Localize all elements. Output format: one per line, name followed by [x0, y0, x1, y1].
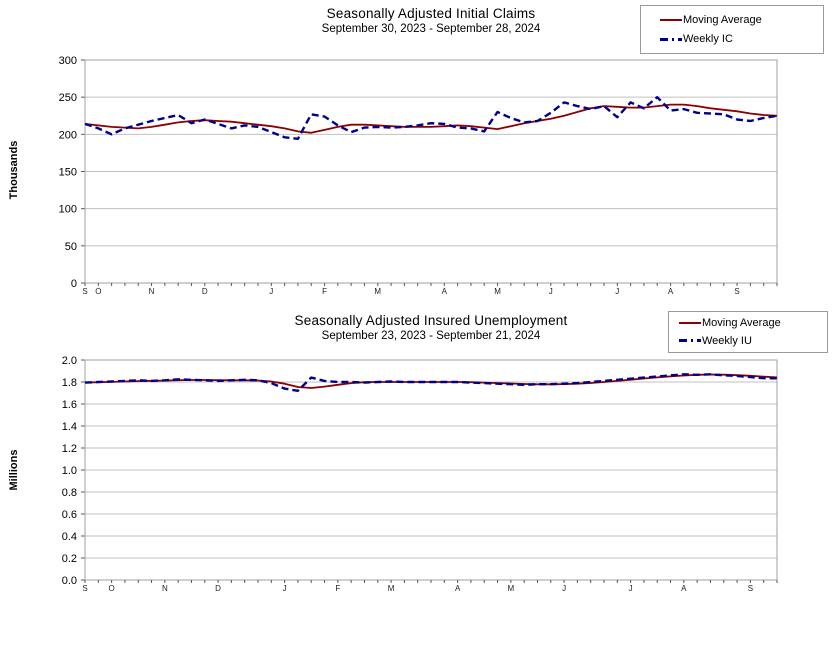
svg-text:M: M: [388, 584, 395, 593]
svg-text:O: O: [95, 287, 101, 296]
chart-subtitle: September 23, 2023 - September 21, 2024: [321, 330, 541, 342]
svg-text:J: J: [269, 287, 273, 296]
svg-text:J: J: [562, 584, 566, 593]
chart-title: Seasonally Adjusted Initial Claims: [326, 6, 536, 21]
svg-text:A: A: [681, 584, 687, 593]
svg-text:N: N: [149, 287, 155, 296]
svg-text:M: M: [508, 584, 515, 593]
legend: Moving Average Weekly IC: [640, 5, 824, 54]
svg-text:100: 100: [59, 204, 77, 216]
svg-text:M: M: [494, 287, 501, 296]
svg-text:0.0: 0.0: [62, 575, 77, 587]
svg-text:F: F: [335, 584, 340, 593]
svg-text:A: A: [668, 287, 674, 296]
svg-text:200: 200: [59, 129, 77, 141]
svg-text:0.8: 0.8: [62, 487, 77, 499]
svg-text:S: S: [82, 584, 87, 593]
svg-text:F: F: [322, 287, 327, 296]
svg-text:150: 150: [59, 167, 77, 179]
insured-unemployment-chart: Seasonally Adjusted Insured Unemployment…: [0, 310, 833, 649]
moving-average-line-swatch: [679, 322, 701, 325]
svg-text:1.0: 1.0: [62, 465, 77, 477]
legend-label: Moving Average: [683, 13, 762, 26]
legend-entry-moving-average: Moving Average: [660, 14, 823, 26]
svg-text:0.2: 0.2: [62, 553, 77, 565]
legend-label: Moving Average: [702, 317, 781, 330]
svg-text:D: D: [215, 584, 221, 593]
svg-text:0.6: 0.6: [62, 509, 77, 521]
svg-text:50: 50: [65, 241, 77, 253]
svg-text:250: 250: [59, 92, 77, 104]
svg-text:J: J: [283, 584, 287, 593]
initial-claims-chart: Seasonally Adjusted Initial Claims Septe…: [0, 0, 833, 310]
legend-entry-weekly-ic: Weekly IC: [660, 33, 823, 45]
svg-text:N: N: [162, 584, 168, 593]
svg-text:1.8: 1.8: [62, 377, 77, 389]
svg-text:300: 300: [59, 55, 77, 67]
svg-text:A: A: [455, 584, 461, 593]
svg-text:J: J: [615, 287, 619, 296]
svg-text:S: S: [734, 287, 739, 296]
svg-text:0: 0: [71, 278, 77, 290]
svg-text:J: J: [549, 287, 553, 296]
svg-text:1.2: 1.2: [62, 443, 77, 455]
svg-text:A: A: [442, 287, 448, 296]
legend: Moving Average Weekly IU: [668, 311, 828, 353]
svg-text:J: J: [629, 584, 633, 593]
weekly-iu-line-swatch: [679, 339, 701, 343]
svg-text:D: D: [202, 287, 208, 296]
svg-text:0.4: 0.4: [62, 531, 77, 543]
weekly-ic-line-swatch: [660, 37, 682, 41]
moving-average-line-swatch: [660, 18, 682, 21]
legend-label: Weekly IU: [702, 334, 752, 347]
svg-text:1.4: 1.4: [62, 421, 77, 433]
legend-entry-moving-average: Moving Average: [679, 317, 827, 329]
svg-text:M: M: [374, 287, 381, 296]
svg-text:O: O: [108, 584, 114, 593]
chart-subtitle: September 30, 2023 - September 28, 2024: [321, 23, 541, 35]
chart-title: Seasonally Adjusted Insured Unemployment: [294, 313, 568, 328]
svg-text:1.6: 1.6: [62, 399, 77, 411]
insured-unemployment-plot: 2.0 1.8 1.6 1.4 1.2 1.0 0.8 0.6 0.4 0.2 0.0 S O N D J F M…: [62, 355, 778, 593]
legend-label: Weekly IC: [683, 33, 733, 46]
svg-text:S: S: [748, 584, 753, 593]
svg-text:2.0: 2.0: [62, 355, 77, 367]
svg-text:S: S: [82, 287, 87, 296]
legend-entry-weekly-iu: Weekly IU: [679, 335, 827, 347]
